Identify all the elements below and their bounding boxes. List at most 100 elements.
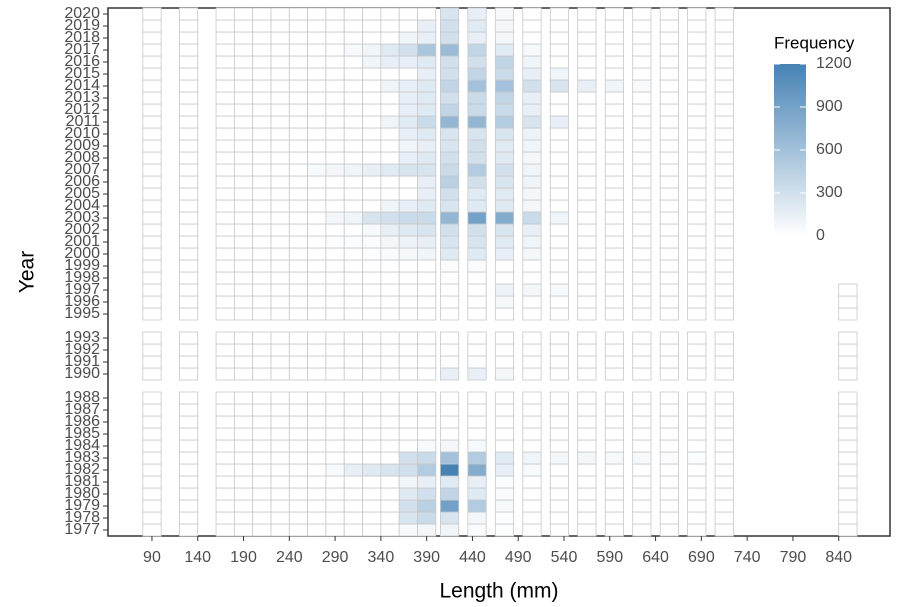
legend-tick-label: 300	[816, 184, 843, 201]
heat-cell	[252, 67, 272, 81]
heat-cell	[142, 139, 162, 153]
heat-cell	[417, 115, 437, 129]
heat-cell	[494, 271, 515, 285]
heat-cell	[687, 283, 707, 297]
heat-cell	[632, 451, 652, 465]
heat-cell	[288, 463, 309, 477]
heat-cell	[252, 247, 272, 261]
heat-cell	[215, 499, 235, 513]
heat-cell	[288, 499, 309, 513]
heat-cell	[687, 163, 707, 177]
heat-cell	[343, 259, 363, 273]
heat-cell	[252, 403, 272, 417]
heat-cell	[215, 427, 235, 441]
heat-cell	[362, 403, 382, 417]
heat-cell	[179, 367, 199, 381]
heat-cell	[398, 175, 418, 189]
heat-cell	[398, 475, 418, 489]
heat-cell	[252, 511, 272, 525]
heat-cell	[142, 307, 162, 321]
heat-cell	[467, 487, 487, 501]
heat-cell	[270, 7, 290, 21]
heat-cell	[494, 115, 515, 129]
heat-cell	[687, 355, 707, 369]
y-tick-label: 1978	[64, 509, 100, 526]
heat-cell	[142, 247, 162, 261]
heat-cell	[687, 211, 707, 225]
heat-cell	[604, 187, 624, 201]
heat-cell	[252, 343, 272, 357]
heat-cell	[439, 7, 460, 21]
heat-cell	[343, 271, 363, 285]
heat-cell	[577, 7, 597, 21]
heat-cell	[179, 187, 199, 201]
heat-cell	[142, 343, 162, 357]
heat-cell	[494, 55, 515, 69]
heat-cell	[417, 55, 437, 69]
heat-cell	[714, 499, 734, 513]
heat-cell	[307, 223, 327, 237]
heat-cell	[467, 115, 487, 129]
heat-cell	[604, 43, 624, 57]
x-tick-label: 290	[322, 549, 349, 566]
y-tick-label: 2015	[64, 65, 100, 82]
heat-cell	[714, 175, 734, 189]
heat-cell	[215, 403, 235, 417]
heat-cell	[549, 427, 569, 441]
heat-cell	[577, 403, 597, 417]
y-tick-label: 2003	[64, 209, 100, 226]
heat-cell	[215, 475, 235, 489]
heat-cell	[233, 115, 254, 129]
heat-cell	[380, 79, 400, 93]
heat-cell	[270, 271, 290, 285]
heat-cell	[577, 79, 597, 93]
heat-cell	[439, 487, 460, 501]
heat-cell	[577, 67, 597, 81]
heat-cell	[439, 439, 460, 453]
heat-cell	[380, 55, 400, 69]
heat-cell	[142, 19, 162, 33]
heat-cell	[417, 475, 437, 489]
heat-cell	[380, 43, 400, 57]
heat-cell	[467, 19, 487, 33]
heat-cell	[714, 367, 734, 381]
heat-cell	[687, 307, 707, 321]
heat-cell	[325, 307, 345, 321]
heat-cell	[439, 427, 460, 441]
heat-cell	[714, 331, 734, 345]
heat-cell	[325, 31, 345, 45]
heat-cell	[439, 343, 460, 357]
heat-cell	[252, 499, 272, 513]
heat-cell	[522, 7, 542, 21]
heat-cell	[577, 439, 597, 453]
heat-cell	[632, 151, 652, 165]
heat-cell	[494, 511, 515, 525]
heat-cell	[288, 79, 309, 93]
heat-cell	[362, 523, 382, 537]
heat-cell	[307, 151, 327, 165]
heat-cell	[714, 235, 734, 249]
heat-cell	[439, 175, 460, 189]
heat-cell	[270, 31, 290, 45]
heat-cell	[417, 103, 437, 117]
heat-cell	[362, 103, 382, 117]
heat-cell	[467, 367, 487, 381]
heat-cell	[343, 175, 363, 189]
legend-tick-label: 0	[816, 227, 825, 244]
heat-cell	[714, 163, 734, 177]
heat-cell	[714, 127, 734, 141]
heat-cell	[288, 307, 309, 321]
y-tick-label: 2011	[66, 113, 101, 130]
heat-cell	[467, 307, 487, 321]
heat-cell	[632, 223, 652, 237]
heat-cell	[522, 55, 542, 69]
heat-cell	[577, 463, 597, 477]
heat-cell	[417, 487, 437, 501]
heat-cell	[604, 511, 624, 525]
heat-cell	[714, 475, 734, 489]
heat-cell	[577, 115, 597, 129]
heat-cell	[325, 139, 345, 153]
heat-cell	[577, 343, 597, 357]
heat-cell	[288, 139, 309, 153]
heat-cell	[494, 139, 515, 153]
